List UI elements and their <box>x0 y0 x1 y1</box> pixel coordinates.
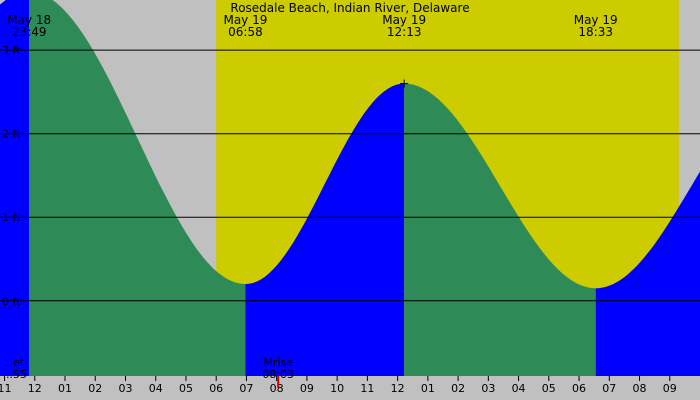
x-tick-label: 08 <box>270 382 284 395</box>
extreme-date-label: May 18 <box>7 13 51 27</box>
x-axis: 11 12 01 02 03 04 05 06 07 08 09 10 11 12 01 02 03 04 05 06… <box>0 376 677 395</box>
extreme-time-label: 18:33 <box>578 25 613 39</box>
x-tick-label: 01 <box>421 382 435 395</box>
falling-tide-area <box>404 83 596 376</box>
y-tick-label: 1 ft <box>2 211 21 224</box>
gridlines <box>0 49 700 302</box>
x-tick-label: 07 <box>239 382 253 395</box>
rising-tide-area <box>0 0 30 376</box>
y-axis-ticks: 3 ft 2 ft 1 ft 0 ft <box>2 44 21 308</box>
x-tick-label: 03 <box>118 382 132 395</box>
rising-tide-area <box>245 83 405 376</box>
x-tick-label: 08 <box>633 382 647 395</box>
x-tick-label: 02 <box>88 382 102 395</box>
x-tick-label: 11 <box>360 382 374 395</box>
x-tick-label: 03 <box>481 382 495 395</box>
x-tick-label: 09 <box>300 382 314 395</box>
extreme-time-label: 23:49 <box>12 25 47 39</box>
rising-tide-area <box>595 171 700 376</box>
extreme-date-label: May 19 <box>382 13 426 27</box>
event-label: Mrise <box>263 356 293 369</box>
event-time: 08:03 <box>262 368 294 381</box>
extreme-time-label: 12:13 <box>387 25 422 39</box>
x-tick-label: 04 <box>512 382 526 395</box>
x-tick-label: 04 <box>149 382 163 395</box>
x-tick-label: 11 <box>0 382 12 395</box>
x-tick-label: 06 <box>209 382 223 395</box>
x-tick-label: 02 <box>451 382 465 395</box>
extreme-time-label: 06:58 <box>228 25 263 39</box>
x-tick-label: 05 <box>179 382 193 395</box>
falling-tide-area <box>29 0 246 376</box>
event-label: ..et <box>6 356 25 369</box>
x-tick-label: 01 <box>58 382 72 395</box>
x-tick-label: 12 <box>391 382 405 395</box>
x-tick-label: 12 <box>28 382 42 395</box>
y-tick-label: 3 ft <box>2 44 21 57</box>
chart-title: Rosedale Beach, Indian River, Delaware <box>230 1 469 15</box>
x-tick-label: 10 <box>330 382 344 395</box>
tide-areas <box>0 0 700 376</box>
y-tick-label: 2 ft <box>2 128 21 141</box>
extreme-date-label: May 19 <box>574 13 618 27</box>
x-tick-label: 05 <box>542 382 556 395</box>
x-tick-label: 07 <box>602 382 616 395</box>
event-time: ..55 <box>6 368 27 381</box>
x-tick-label: 06 <box>572 382 586 395</box>
x-tick-label: 09 <box>663 382 677 395</box>
extreme-date-label: May 19 <box>223 13 267 27</box>
y-tick-label: 0 ft <box>2 295 21 308</box>
